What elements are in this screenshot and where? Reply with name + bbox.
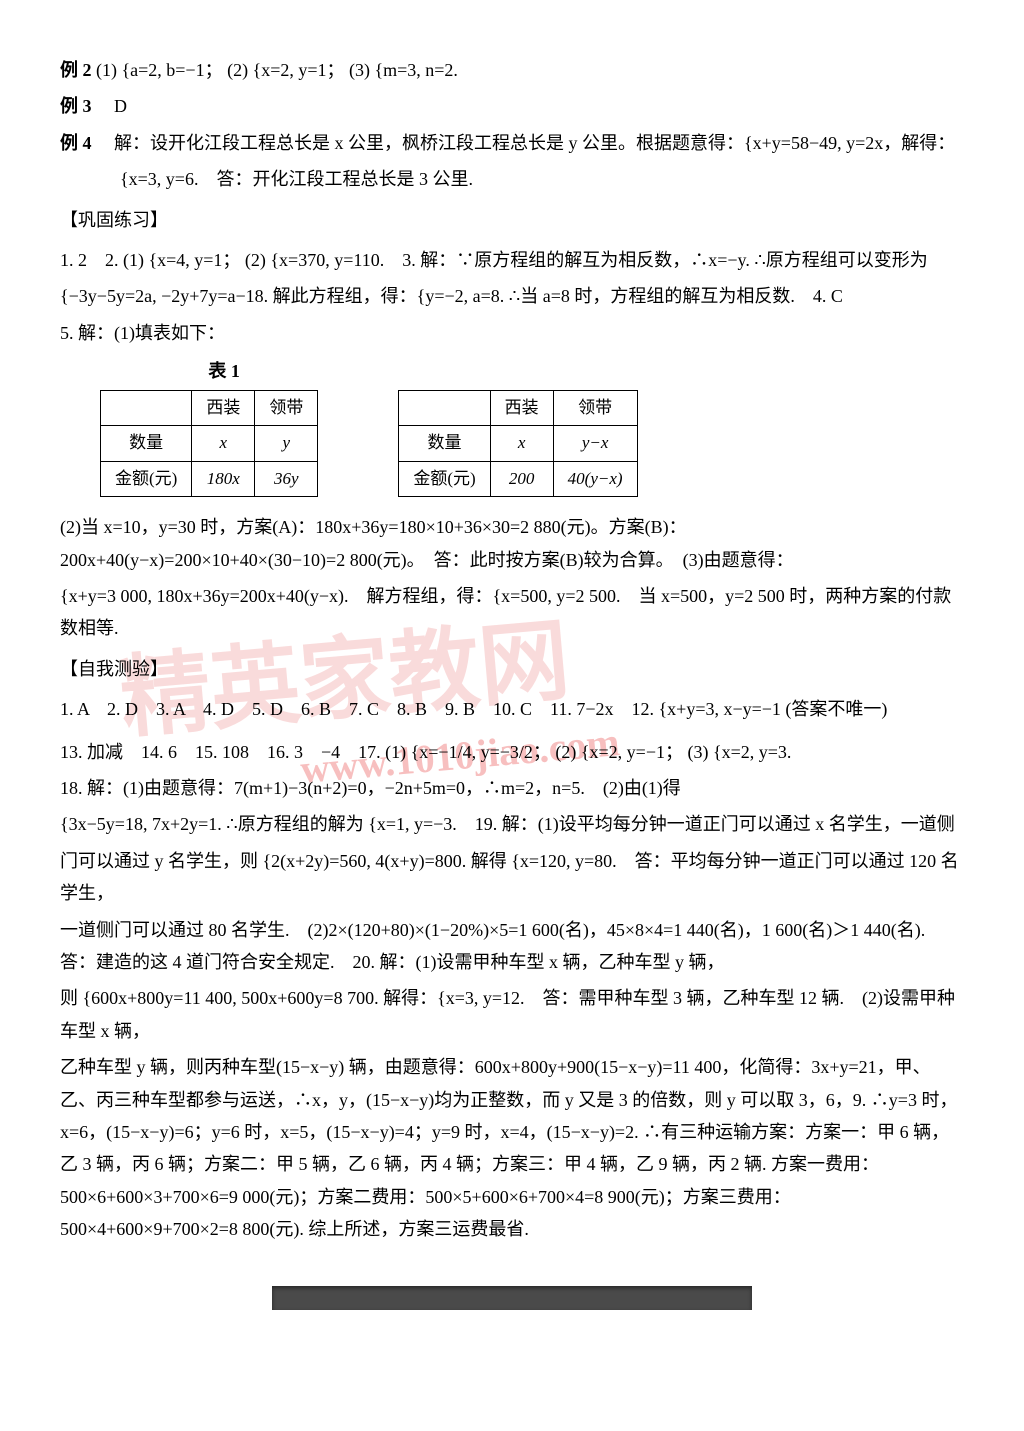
consol-line-2: {−3y−5y=2a, −2y+7y=a−18. 解此方程组，得：{y=−2, … [60, 280, 964, 312]
t2-h0 [399, 390, 490, 426]
self-line-2: 13. 加减 14. 6 15. 108 16. 3 −4 17. (1) {x… [60, 736, 964, 768]
consol-line-3: 5. 解：(1)填表如下： [60, 317, 964, 349]
t1-r2c1: 180x [192, 461, 255, 497]
example-3: 例 3 D [60, 90, 964, 122]
t2-h2: 领带 [553, 390, 637, 426]
table1-title: 表 1 [100, 355, 348, 387]
example-4-1: 例 4 解：设开化江段工程总长是 x 公里，枫桥江段工程总长是 y 公里。根据题… [60, 127, 964, 159]
tables-row: 表 1 西装领带 数量xy 金额(元)180x36y 西装领带 数量xy−x 金… [100, 355, 964, 497]
table2-spacer [398, 355, 667, 387]
t1-r2c0: 金额(元) [101, 461, 192, 497]
t2-h1: 西装 [490, 390, 553, 426]
ex2-label: 例 2 [60, 60, 92, 80]
self-line-8: 乙种车型 y 辆，则丙种车型(15−x−y) 辆，由题意得：600x+800y+… [60, 1051, 964, 1245]
example-2: 例 2 (1) {a=2, b=−1； (2) {x=2, y=1； (3) {… [60, 54, 964, 86]
t1-r1c0: 数量 [101, 426, 192, 462]
consol-line-5: {x+y=3 000, 180x+36y=200x+40(y−x). 解方程组，… [60, 580, 964, 645]
t1-r1c2: y [255, 426, 318, 462]
self-line-5: 门可以通过 y 名学生，则 {2(x+2y)=560, 4(x+y)=800. … [60, 845, 964, 910]
page-content: 例 2 (1) {a=2, b=−1； (2) {x=2, y=1； (3) {… [60, 54, 964, 1310]
t1-h2: 领带 [255, 390, 318, 426]
t1-r1c1: x [192, 426, 255, 462]
ex2-body: (1) {a=2, b=−1； (2) {x=2, y=1； (3) {m=3,… [96, 60, 458, 80]
consol-line-1: 1. 2 2. (1) {x=4, y=1； (2) {x=370, y=110… [60, 244, 964, 276]
t1-h0 [101, 390, 192, 426]
t2-r1c2: y−x [553, 426, 637, 462]
self-line-7: 则 {600x+800y=11 400, 500x+600y=8 700. 解得… [60, 982, 964, 1047]
ex4-body1: 解：设开化江段工程总长是 x 公里，枫桥江段工程总长是 y 公里。根据题意得：{… [114, 133, 955, 153]
ex4-label: 例 4 [60, 133, 92, 153]
self-test-header: 【自我测验】 [60, 653, 964, 685]
ex3-label: 例 3 [60, 96, 92, 116]
bottom-bar [272, 1286, 752, 1310]
t2-r1c1: x [490, 426, 553, 462]
self-line-1: 1. A 2. D 3. A 4. D 5. D 6. B 7. C 8. B … [60, 693, 964, 725]
t1-r2c2: 36y [255, 461, 318, 497]
consol-line-4: (2)当 x=10，y=30 时，方案(A)：180x+36y=180×10+3… [60, 511, 964, 576]
self-line-4: {3x−5y=18, 7x+2y=1. ∴原方程组的解为 {x=1, y=−3.… [60, 808, 964, 840]
t2-r2c2: 40(y−x) [553, 461, 637, 497]
self-line-3: 18. 解：(1)由题意得：7(m+1)−3(n+2)=0，−2n+5m=0，∴… [60, 772, 964, 804]
t2-r2c1: 200 [490, 461, 553, 497]
self-line-6: 一道侧门可以通过 80 名学生. (2)2×(120+80)×(1−20%)×5… [60, 914, 964, 979]
table-1: 西装领带 数量xy 金额(元)180x36y [100, 390, 318, 498]
table-2: 西装领带 数量xy−x 金额(元)20040(y−x) [398, 390, 637, 498]
t2-r2c0: 金额(元) [399, 461, 490, 497]
consolidation-header: 【巩固练习】 [60, 204, 964, 236]
ex3-body: D [114, 96, 127, 116]
t2-r1c0: 数量 [399, 426, 490, 462]
t1-h1: 西装 [192, 390, 255, 426]
example-4-2: {x=3, y=6. 答：开化江段工程总长是 3 公里. [60, 163, 964, 195]
